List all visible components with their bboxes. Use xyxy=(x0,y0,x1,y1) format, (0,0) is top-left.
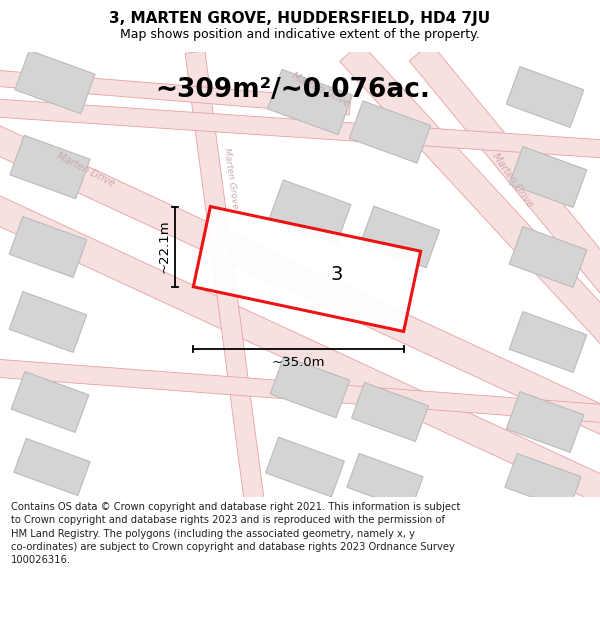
Polygon shape xyxy=(0,189,600,525)
Polygon shape xyxy=(9,292,87,352)
Polygon shape xyxy=(14,439,90,496)
Polygon shape xyxy=(11,372,89,432)
Polygon shape xyxy=(509,227,587,288)
Polygon shape xyxy=(505,454,581,511)
Polygon shape xyxy=(0,119,600,455)
Polygon shape xyxy=(0,358,600,426)
Polygon shape xyxy=(409,43,600,426)
Text: Marten Drive: Marten Drive xyxy=(490,151,535,209)
Polygon shape xyxy=(360,206,440,268)
Polygon shape xyxy=(9,217,87,278)
Polygon shape xyxy=(352,382,428,441)
Text: 3: 3 xyxy=(331,264,343,284)
Text: Marten Drive: Marten Drive xyxy=(55,151,116,189)
Polygon shape xyxy=(509,312,587,372)
Polygon shape xyxy=(509,147,587,208)
Polygon shape xyxy=(266,437,344,497)
Polygon shape xyxy=(340,42,600,386)
Text: ~22.1m: ~22.1m xyxy=(157,220,170,274)
Text: Contains OS data © Crown copyright and database right 2021. This information is : Contains OS data © Crown copyright and d… xyxy=(11,502,460,565)
Polygon shape xyxy=(270,356,350,418)
Polygon shape xyxy=(268,69,352,134)
Polygon shape xyxy=(15,50,95,114)
Text: Map shows position and indicative extent of the property.: Map shows position and indicative extent… xyxy=(120,28,480,41)
Text: 3, MARTEN GROVE, HUDDERSFIELD, HD4 7JU: 3, MARTEN GROVE, HUDDERSFIELD, HD4 7JU xyxy=(109,11,491,26)
Polygon shape xyxy=(193,206,421,331)
Polygon shape xyxy=(0,69,350,115)
Polygon shape xyxy=(506,67,584,128)
Polygon shape xyxy=(269,180,351,244)
Polygon shape xyxy=(0,98,600,161)
Polygon shape xyxy=(506,392,584,452)
Text: Marten Drive: Marten Drive xyxy=(290,71,351,109)
Text: ~35.0m: ~35.0m xyxy=(272,356,325,369)
Polygon shape xyxy=(349,101,431,163)
Text: ~309m²/~0.076ac.: ~309m²/~0.076ac. xyxy=(155,77,430,103)
Polygon shape xyxy=(10,135,90,199)
Polygon shape xyxy=(185,51,265,508)
Text: Marten Grove: Marten Grove xyxy=(222,147,239,209)
Polygon shape xyxy=(347,454,423,511)
